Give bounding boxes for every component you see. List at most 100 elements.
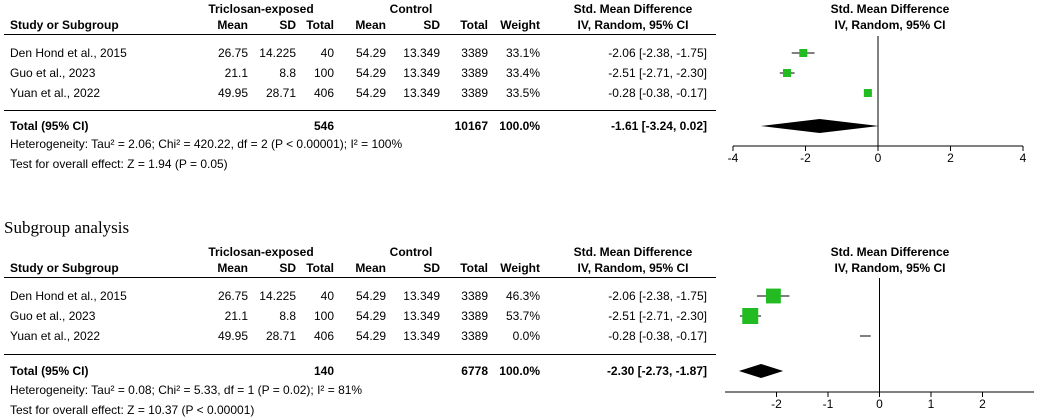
sd1-value: 14.225 bbox=[259, 46, 296, 60]
x-tick-label: -2 bbox=[800, 151, 811, 165]
mean2-value: 54.29 bbox=[355, 329, 386, 343]
effect-ci-value: -2.06 [-2.38, -1.75] bbox=[608, 46, 707, 60]
total1-value: 100 bbox=[313, 66, 334, 80]
study-name: Guo et al., 2023 bbox=[10, 66, 96, 80]
group2-header: Control bbox=[389, 245, 433, 259]
total2-sum: 10167 bbox=[454, 119, 488, 133]
header-rule bbox=[4, 34, 716, 35]
table-bottom-rule bbox=[4, 354, 716, 355]
study-column-header: Study or Subgroup bbox=[10, 261, 119, 275]
study-effect-marker bbox=[783, 69, 792, 77]
mean1-column-header: Mean bbox=[217, 261, 248, 275]
total-weight: 100.0% bbox=[499, 119, 540, 133]
mean1-value: 26.75 bbox=[217, 46, 248, 60]
mean2-value: 54.29 bbox=[355, 66, 386, 80]
sd2-value: 13.349 bbox=[403, 66, 440, 80]
overall-effect-text: Test for overall effect: Z = 10.37 (P < … bbox=[10, 403, 255, 417]
mean1-value: 49.95 bbox=[217, 329, 248, 343]
x-tick-label: 0 bbox=[875, 151, 882, 165]
study-effect-marker bbox=[765, 288, 781, 304]
mean2-value: 54.29 bbox=[355, 86, 386, 100]
sd2-value: 13.349 bbox=[403, 329, 440, 343]
sd1-value: 28.71 bbox=[265, 329, 296, 343]
sd1-column-header: SD bbox=[279, 18, 296, 32]
effect-header: Std. Mean Difference bbox=[573, 245, 693, 259]
mean2-column-header: Mean bbox=[355, 18, 386, 32]
mean1-value: 21.1 bbox=[224, 66, 248, 80]
sd2-value: 13.349 bbox=[403, 289, 440, 303]
total1-column-header: Total bbox=[306, 261, 334, 275]
total1-sum: 546 bbox=[313, 119, 334, 133]
table-bottom-rule bbox=[4, 110, 716, 111]
header-rule bbox=[4, 277, 716, 278]
heterogeneity-text: Heterogeneity: Tau² = 2.06; Chi² = 420.2… bbox=[10, 137, 403, 151]
sd1-column-header: SD bbox=[279, 261, 296, 275]
total-weight: 100.0% bbox=[499, 364, 540, 378]
mean1-column-header: Mean bbox=[217, 18, 248, 32]
mean2-column-header: Mean bbox=[355, 261, 386, 275]
sd2-value: 13.349 bbox=[403, 46, 440, 60]
plot-title: Std. Mean Difference bbox=[830, 2, 950, 16]
group2-header: Control bbox=[389, 2, 433, 16]
study-column-header: Study or Subgroup bbox=[10, 18, 119, 32]
effect-ci-value: -0.28 [-0.38, -0.17] bbox=[608, 86, 707, 100]
total1-column-header: Total bbox=[306, 18, 334, 32]
effect-ci-value: -2.51 [-2.71, -2.30] bbox=[608, 66, 707, 80]
subgroup-caption: Subgroup analysis bbox=[4, 218, 130, 237]
sd2-value: 13.349 bbox=[403, 309, 440, 323]
overall-effect-text: Test for overall effect: Z = 1.94 (P = 0… bbox=[10, 157, 228, 171]
plot-subheader: IV, Random, 95% CI bbox=[834, 261, 946, 275]
sd2-value: 13.349 bbox=[403, 86, 440, 100]
total-label: Total (95% CI) bbox=[10, 364, 89, 378]
pooled-effect-diamond bbox=[738, 364, 784, 378]
sd2-column-header: SD bbox=[423, 261, 440, 275]
weight-column-header: Weight bbox=[500, 261, 540, 275]
effect-header: Std. Mean Difference bbox=[573, 2, 693, 16]
total2-column-header: Total bbox=[460, 18, 488, 32]
weight-value: 33.5% bbox=[505, 86, 540, 100]
total2-value: 3389 bbox=[461, 66, 488, 80]
group1-header: Triclosan-exposed bbox=[208, 2, 314, 16]
total-label: Total (95% CI) bbox=[10, 119, 89, 133]
total-effect-ci: -2.30 [-2.73, -1.87] bbox=[606, 364, 707, 378]
total2-column-header: Total bbox=[460, 261, 488, 275]
total2-value: 3389 bbox=[461, 86, 488, 100]
weight-value: 0.0% bbox=[512, 329, 540, 343]
total2-sum: 6778 bbox=[461, 364, 488, 378]
weight-value: 33.4% bbox=[505, 66, 540, 80]
x-tick-label: 1 bbox=[928, 397, 935, 411]
weight-value: 53.7% bbox=[505, 309, 540, 323]
sd2-column-header: SD bbox=[423, 18, 440, 32]
mean1-value: 21.1 bbox=[224, 309, 248, 323]
study-effect-marker bbox=[863, 89, 872, 97]
mean2-value: 54.29 bbox=[355, 309, 386, 323]
study-name: Yuan et al., 2022 bbox=[10, 329, 101, 343]
effect-ci-value: -2.51 [-2.71, -2.30] bbox=[608, 309, 707, 323]
study-effect-marker bbox=[799, 49, 808, 57]
total2-value: 3389 bbox=[461, 46, 488, 60]
x-tick-label: 2 bbox=[979, 397, 986, 411]
study-effect-marker bbox=[742, 308, 759, 324]
total2-value: 3389 bbox=[461, 309, 488, 323]
total1-value: 406 bbox=[313, 329, 334, 343]
x-tick-label: -2 bbox=[771, 397, 782, 411]
study-name: Den Hond et al., 2015 bbox=[10, 46, 127, 60]
group1-header: Triclosan-exposed bbox=[208, 245, 314, 259]
x-tick-label: -1 bbox=[823, 397, 834, 411]
effect-subheader: IV, Random, 95% CI bbox=[577, 261, 689, 275]
study-name: Guo et al., 2023 bbox=[10, 309, 96, 323]
total1-value: 100 bbox=[313, 309, 334, 323]
weight-column-header: Weight bbox=[500, 18, 540, 32]
effect-ci-value: -0.28 [-0.38, -0.17] bbox=[608, 329, 707, 343]
total2-value: 3389 bbox=[461, 329, 488, 343]
sd1-value: 8.8 bbox=[279, 66, 296, 80]
sd1-value: 28.71 bbox=[265, 86, 296, 100]
effect-subheader: IV, Random, 95% CI bbox=[577, 18, 689, 32]
effect-ci-value: -2.06 [-2.38, -1.75] bbox=[608, 289, 707, 303]
weight-value: 46.3% bbox=[505, 289, 540, 303]
x-tick-label: -4 bbox=[728, 151, 739, 165]
mean2-value: 54.29 bbox=[355, 289, 386, 303]
total1-value: 40 bbox=[320, 46, 334, 60]
study-name: Yuan et al., 2022 bbox=[10, 86, 101, 100]
